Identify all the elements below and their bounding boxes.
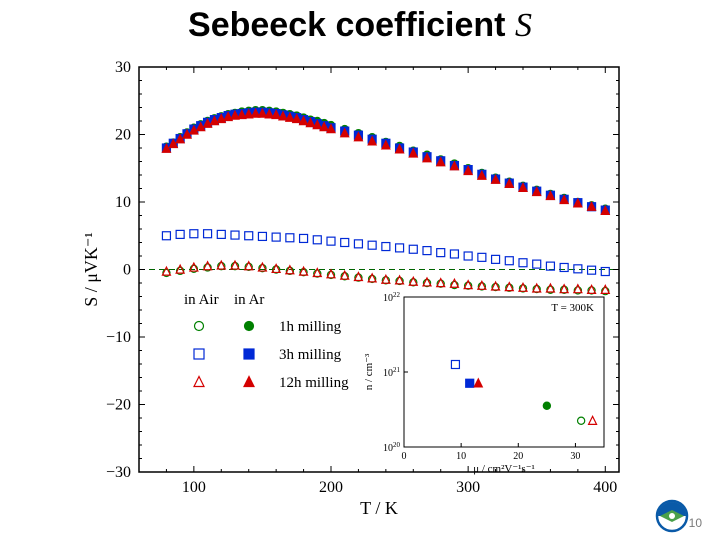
svg-text:−20: −20 (106, 397, 131, 414)
slide-title: Sebeeck coefficient S (0, 6, 720, 45)
legend: in Air in Ar 1h milling 3h milling 12h milli… (184, 292, 349, 391)
page-number: 10 (689, 516, 702, 530)
svg-text:400: 400 (593, 479, 617, 496)
svg-text:1h milling: 1h milling (279, 319, 342, 335)
series-1h-air (163, 263, 609, 295)
series-3h-air (162, 230, 609, 276)
svg-text:0: 0 (402, 451, 407, 462)
svg-text:200: 200 (319, 479, 343, 496)
svg-text:10: 10 (115, 194, 131, 211)
svg-text:100: 100 (182, 479, 206, 496)
university-logo (654, 498, 690, 534)
inset-chart: 0102030102010211022μ / cm²V⁻¹s⁻¹n / cm⁻³… (363, 291, 604, 475)
seebeck-chart: 100200300400−30−20−100102030T / KS / μVK… (74, 52, 654, 522)
svg-text:3h milling: 3h milling (279, 347, 342, 363)
svg-text:30: 30 (570, 451, 580, 462)
svg-text:0: 0 (123, 262, 131, 279)
svg-text:S / μVK⁻¹: S / μVK⁻¹ (81, 232, 101, 307)
title-variable: S (515, 7, 532, 44)
svg-text:10: 10 (456, 451, 466, 462)
svg-text:1020: 1020 (383, 441, 401, 454)
svg-text:12h milling: 12h milling (279, 375, 349, 391)
svg-text:n / cm⁻³: n / cm⁻³ (363, 353, 375, 390)
svg-text:20: 20 (115, 127, 131, 144)
series-12h-ar (162, 109, 609, 214)
svg-text:T = 300K: T = 300K (551, 302, 594, 314)
svg-text:in Air: in Air (184, 292, 219, 308)
svg-text:300: 300 (456, 479, 480, 496)
svg-text:−30: −30 (106, 464, 131, 481)
svg-text:T / K: T / K (360, 498, 398, 518)
svg-text:30: 30 (115, 59, 131, 76)
series-3h-ar (162, 108, 609, 214)
svg-text:1022: 1022 (383, 291, 401, 304)
svg-text:μ / cm²V⁻¹s⁻¹: μ / cm²V⁻¹s⁻¹ (473, 463, 535, 475)
svg-text:−10: −10 (106, 329, 131, 346)
svg-text:in Ar: in Ar (234, 292, 264, 308)
title-text: Sebeeck coefficient (188, 6, 515, 44)
svg-text:1021: 1021 (383, 366, 401, 379)
svg-text:20: 20 (513, 451, 523, 462)
series-1h-ar (163, 107, 609, 213)
